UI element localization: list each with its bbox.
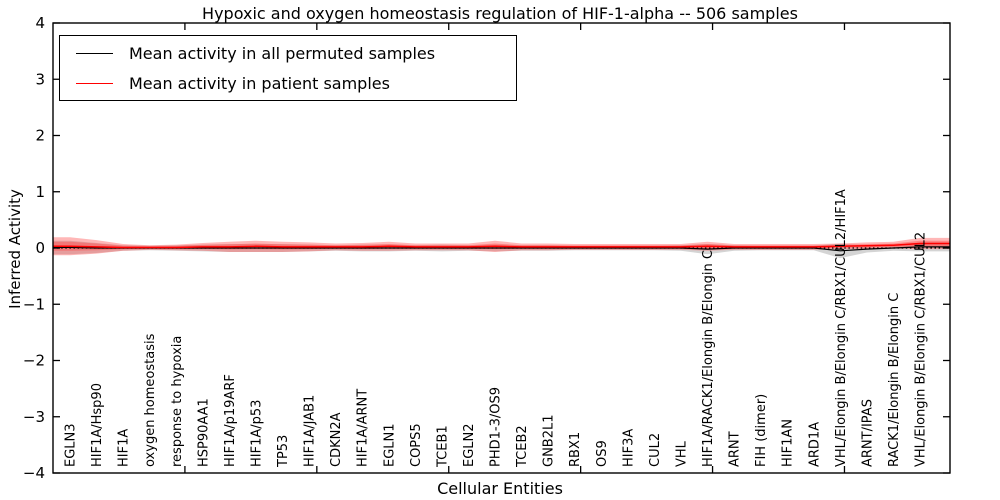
y-tick-label: −2 (23, 352, 45, 370)
x-category-label: HIF1A/p53 (249, 400, 264, 467)
permuted-mean-line (53, 246, 950, 252)
y-tick-label: −3 (23, 408, 45, 426)
x-category-label: HIF1A/ARNT (356, 389, 371, 467)
x-category-label: ARD1A (807, 422, 822, 467)
x-category-label: OS9 (595, 440, 610, 467)
x-category-label: TP53 (276, 435, 291, 468)
x-category-label: TCEB1 (435, 425, 450, 468)
x-category-label: HIF3A (621, 429, 636, 467)
x-category-label: TCEB2 (515, 425, 530, 468)
legend: Mean activity in all permuted samples Me… (59, 35, 517, 101)
x-category-label: HIF1A (117, 429, 132, 467)
y-tick-label: −4 (23, 464, 45, 482)
y-tick-label: −1 (23, 295, 45, 313)
legend-label-patient: Mean activity in patient samples (129, 73, 390, 93)
x-category-label: HIF1A/p19ARF (223, 374, 238, 467)
x-category-label: RBX1 (568, 432, 583, 467)
x-category-label: RACK1/Elongin B/Elongin C (887, 293, 902, 467)
y-tick-label: 3 (35, 70, 45, 88)
x-axis-label: Cellular Entities (437, 479, 563, 498)
x-category-label: oxygen homeostasis (143, 333, 158, 467)
x-category-label: FIH (dimer) (754, 394, 769, 467)
x-category-label: ARNT/IPAS (860, 399, 875, 467)
x-category-label: HSP90AA1 (196, 398, 211, 467)
x-category-label: EGLN3 (64, 423, 79, 467)
x-category-label: EGLN2 (462, 423, 477, 467)
y-tick-label: 4 (35, 14, 45, 32)
x-category-label: ARNT (728, 431, 743, 467)
patient-line-swatch (76, 82, 113, 84)
x-category-label: HIF1A/JAB1 (303, 395, 318, 467)
x-category-label: HIF1A/Hsp90 (90, 383, 105, 467)
y-tick-label: 1 (35, 183, 45, 201)
x-category-label: COPS5 (409, 423, 424, 467)
x-category-label: GNB2L1 (542, 414, 557, 467)
x-category-label: VHL (674, 440, 689, 467)
chart-title: Hypoxic and oxygen homeostasis regulatio… (202, 4, 798, 23)
legend-item-permuted: Mean activity in all permuted samples (60, 44, 516, 63)
permuted-band (53, 240, 950, 259)
x-category-label: VHL/Elongin B/Elongin C/RBX1/CUL2 (914, 232, 929, 467)
x-category-label: EGLN1 (382, 423, 397, 467)
x-category-label: CUL2 (648, 433, 663, 467)
legend-item-patient: Mean activity in patient samples (60, 74, 516, 93)
x-category-label: HIF1AN (781, 419, 796, 467)
x-category-label: response to hypoxia (170, 336, 185, 467)
legend-label-permuted: Mean activity in all permuted samples (129, 43, 436, 63)
x-category-label: PHD1-3/OS9 (489, 387, 504, 467)
y-axis-label: Inferred Activity (6, 189, 24, 309)
y-tick-label: 2 (35, 127, 45, 145)
x-category-label: HIF1A/RACK1/Elongin B/Elongin C (701, 250, 716, 467)
patient-mean-line (53, 242, 950, 249)
permuted-line-swatch (76, 52, 113, 54)
y-tick-label: 0 (35, 239, 45, 257)
x-category-label: VHL/Elongin B/Elongin C/RBX1/CUL2/HIF1A (834, 189, 849, 467)
x-category-label: CDKN2A (329, 412, 344, 467)
